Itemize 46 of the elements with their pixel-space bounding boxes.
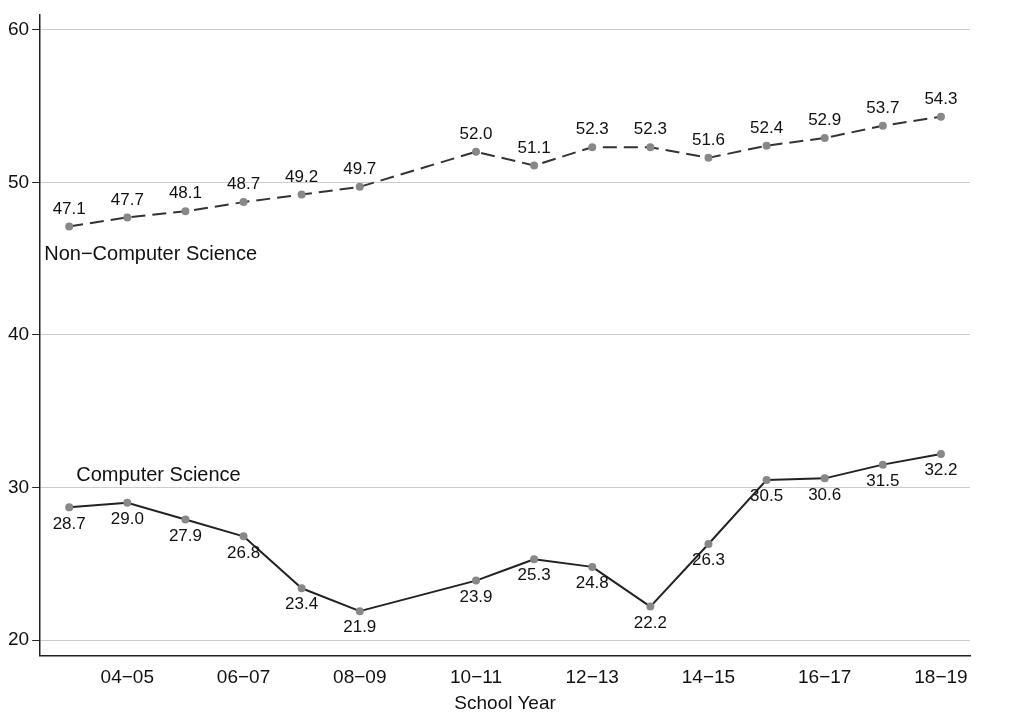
x-axis-title: School Year — [454, 691, 557, 713]
data-label: 25.3 — [517, 565, 551, 585]
series-label: Computer Science — [76, 462, 241, 485]
x-tick-label: 12−13 — [565, 666, 619, 688]
x-tick-label: 16−17 — [798, 666, 852, 688]
x-tick-label: 06−07 — [216, 666, 271, 688]
data-label: 29.0 — [110, 508, 144, 528]
x-tick-label: 10−11 — [450, 666, 502, 688]
data-label: 53.7 — [866, 98, 900, 117]
data-label: 28.7 — [52, 513, 86, 533]
data-label: 52.9 — [808, 110, 842, 130]
data-label: 27.9 — [168, 525, 202, 545]
data-label: 49.7 — [343, 159, 377, 179]
data-label: 21.9 — [343, 617, 377, 637]
data-label: 51.6 — [691, 130, 726, 150]
x-tick-label: 08−09 — [333, 666, 387, 688]
y-tick-label: 60 — [7, 17, 30, 39]
data-label: 52.3 — [633, 119, 667, 139]
data-label: 31.5 — [866, 470, 900, 490]
data-label: 47.7 — [110, 189, 144, 209]
data-label: 54.3 — [924, 88, 958, 108]
data-label: 26.8 — [227, 542, 261, 562]
data-label: 22.2 — [633, 612, 667, 632]
data-label: 52.0 — [459, 123, 493, 143]
data-label: 30.5 — [750, 486, 784, 506]
x-tick-label: 18−19 — [914, 666, 968, 688]
data-label: 47.1 — [52, 198, 86, 218]
x-tick-label: 04−05 — [100, 666, 154, 688]
series-label: Non−Computer Science — [44, 242, 258, 265]
x-tick-label: 14−15 — [681, 666, 736, 688]
data-label: 32.2 — [924, 460, 958, 480]
data-label: 23.4 — [285, 594, 319, 614]
data-label: 51.1 — [517, 137, 551, 157]
data-label: 48.7 — [227, 174, 261, 194]
data-label: 24.8 — [575, 573, 609, 593]
data-label: 52.3 — [575, 119, 609, 139]
data-label: 30.6 — [808, 484, 842, 504]
data-label: 26.3 — [691, 550, 726, 570]
data-label: 49.2 — [285, 166, 319, 186]
y-tick-label: 20 — [7, 628, 30, 650]
y-tick-label: 30 — [7, 475, 30, 497]
data-label: 52.4 — [750, 117, 784, 137]
data-label: 23.9 — [459, 586, 493, 606]
y-tick-label: 50 — [7, 170, 30, 192]
y-tick-label: 40 — [7, 323, 30, 345]
data-label: 48.1 — [168, 183, 202, 203]
